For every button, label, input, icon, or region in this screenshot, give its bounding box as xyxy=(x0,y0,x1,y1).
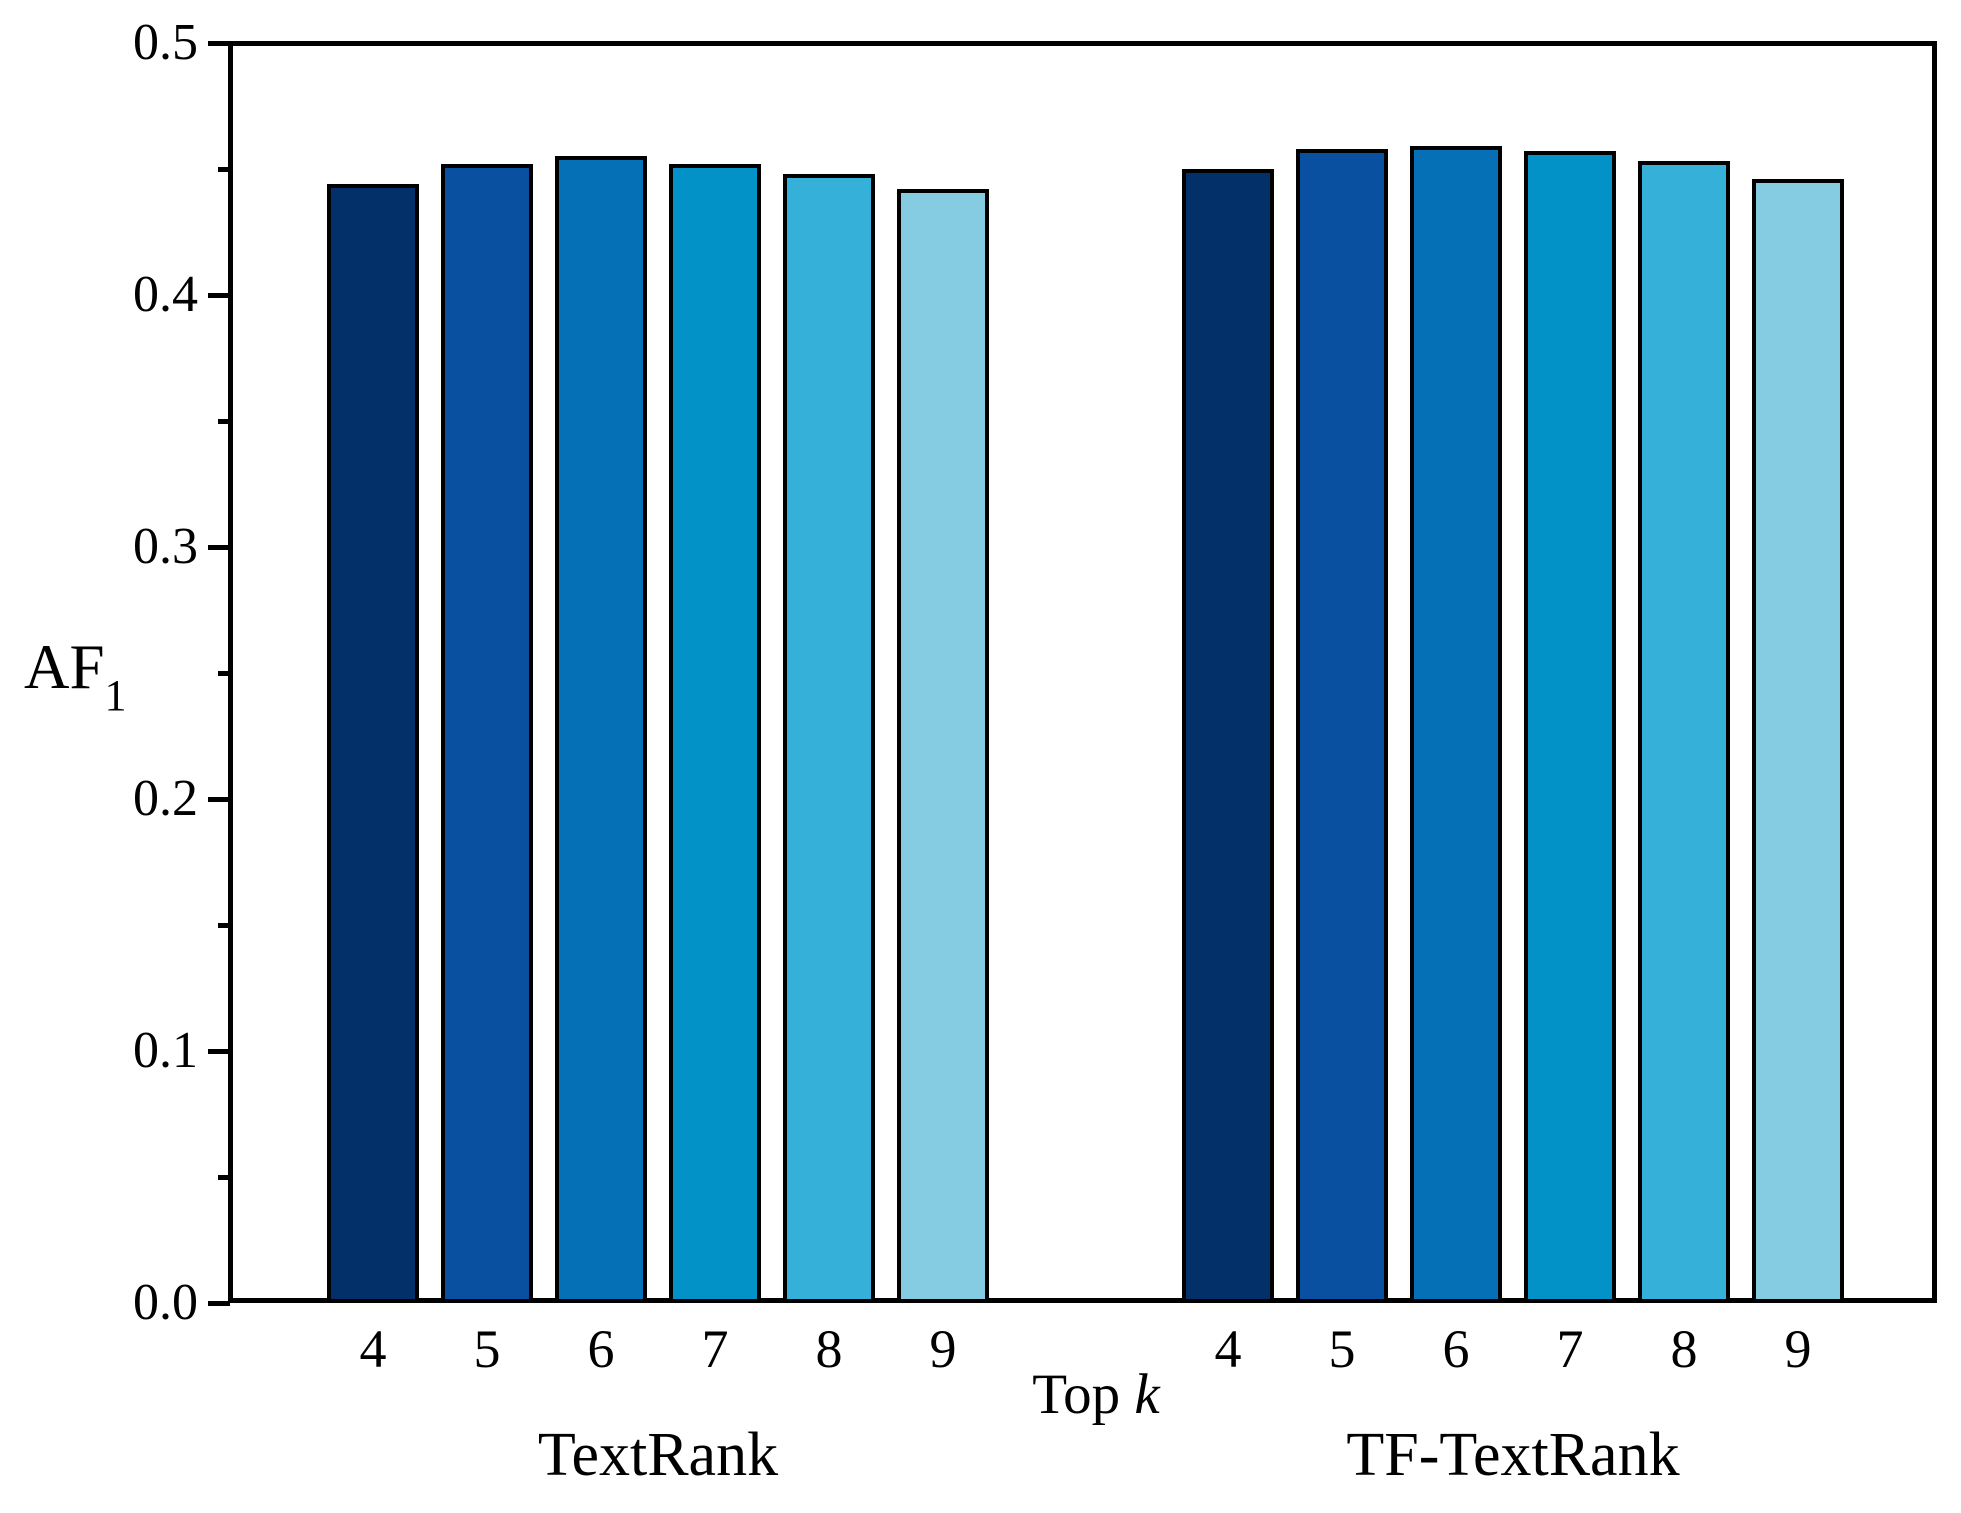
x-tick-label-tf-textrank-4: 4 xyxy=(1214,1319,1242,1379)
group-label-textrank: TextRank xyxy=(537,1421,779,1489)
x-axis-label-text: Top xyxy=(1032,1363,1121,1426)
bar-tf-textrank-k9 xyxy=(1752,179,1844,1303)
bar-tf-textrank-k7 xyxy=(1524,151,1616,1303)
x-tick-label-textrank-8: 8 xyxy=(815,1319,843,1379)
bar-tf-textrank-k8 xyxy=(1638,161,1730,1303)
bar-textrank-k9 xyxy=(897,189,989,1303)
y-tick-label-0.1: 0.1 xyxy=(133,1022,198,1079)
x-tick-label-tf-textrank-6: 6 xyxy=(1442,1319,1470,1379)
y-tick-label-0.2: 0.2 xyxy=(133,770,198,827)
bar-textrank-k6 xyxy=(555,156,647,1303)
y-minor-tick xyxy=(218,167,230,172)
x-tick-label-tf-textrank-5: 5 xyxy=(1328,1319,1356,1379)
bar-textrank-k8 xyxy=(783,174,875,1303)
x-tick-label-tf-textrank-8: 8 xyxy=(1670,1319,1698,1379)
y-major-tick xyxy=(208,797,230,802)
x-tick-label-tf-textrank-9: 9 xyxy=(1784,1319,1812,1379)
y-minor-tick xyxy=(218,1175,230,1180)
bar-textrank-k7 xyxy=(669,164,761,1303)
y-major-tick xyxy=(208,545,230,550)
x-tick-label-textrank-6: 6 xyxy=(587,1319,615,1379)
y-axis-label: AF1 xyxy=(24,636,127,727)
y-axis-label-subscript: 1 xyxy=(104,671,127,720)
x-tick-label-tf-textrank-7: 7 xyxy=(1556,1319,1584,1379)
y-major-tick xyxy=(208,1049,230,1054)
group-label-tf-textrank: TF-TextRank xyxy=(1346,1421,1680,1489)
y-major-tick xyxy=(208,1301,230,1306)
y-tick-label-0.0: 0.0 xyxy=(133,1274,198,1331)
plot-frame xyxy=(228,41,1937,1303)
y-tick-label-0.5: 0.5 xyxy=(133,14,198,71)
x-tick-label-textrank-4: 4 xyxy=(359,1319,387,1379)
bar-textrank-k4 xyxy=(327,184,419,1303)
x-axis-label-italic-k: k xyxy=(1134,1363,1160,1426)
y-tick-label-0.4: 0.4 xyxy=(133,266,198,323)
bar-tf-textrank-k6 xyxy=(1410,146,1502,1303)
y-major-tick xyxy=(208,41,230,46)
y-minor-tick xyxy=(218,419,230,424)
y-tick-label-0.3: 0.3 xyxy=(133,518,198,575)
bar-tf-textrank-k5 xyxy=(1296,149,1388,1303)
x-tick-label-textrank-9: 9 xyxy=(929,1319,957,1379)
y-minor-tick xyxy=(218,923,230,928)
x-tick-label-textrank-5: 5 xyxy=(473,1319,501,1379)
y-axis-label-text: AF xyxy=(24,632,105,702)
bar-tf-textrank-k4 xyxy=(1182,169,1274,1303)
y-minor-tick xyxy=(218,671,230,676)
x-axis-label: Top k xyxy=(946,1366,1246,1423)
bar-textrank-k5 xyxy=(441,164,533,1303)
x-tick-label-textrank-7: 7 xyxy=(701,1319,729,1379)
y-major-tick xyxy=(208,293,230,298)
